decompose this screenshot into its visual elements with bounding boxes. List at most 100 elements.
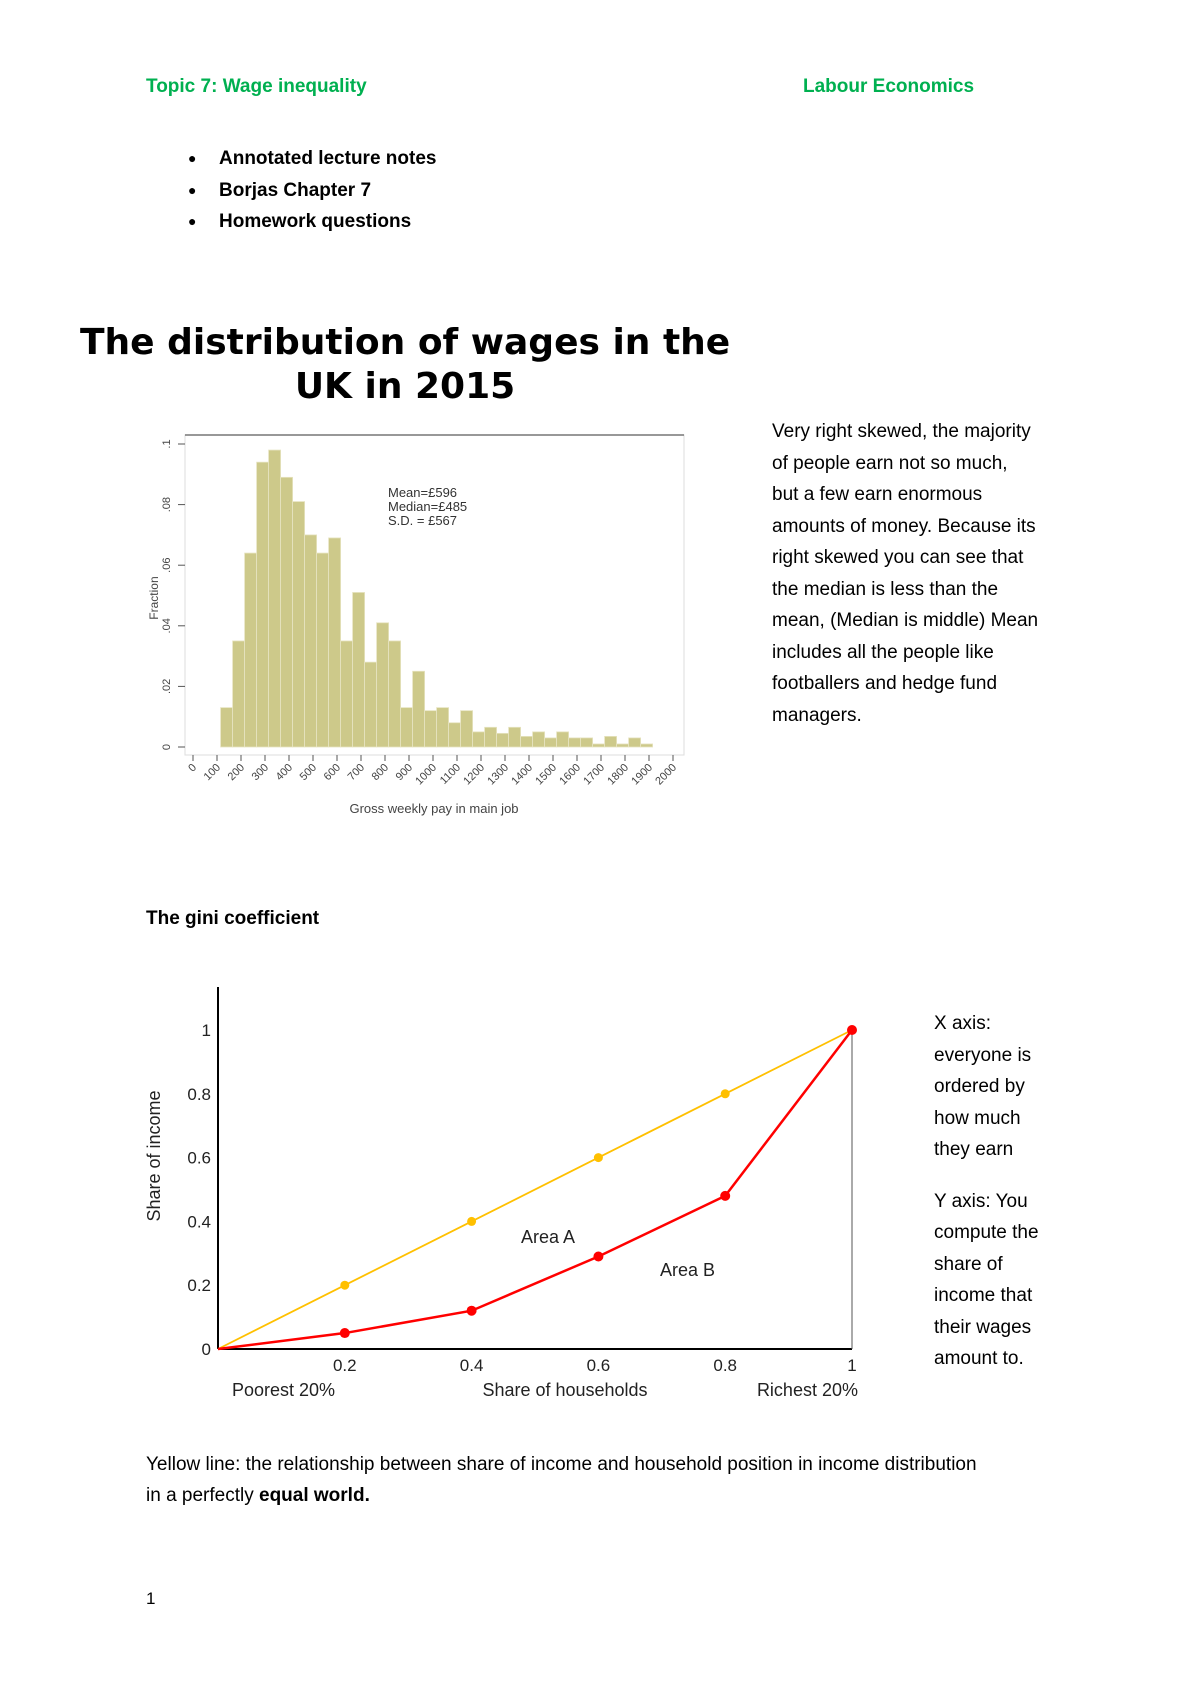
note-line: Very right skewed, the majority — [772, 421, 1031, 442]
histogram-bar — [256, 461, 270, 748]
x-axis-title: Share of households — [482, 1380, 647, 1400]
x-tick-label: 0.8 — [713, 1356, 737, 1375]
histogram-bar — [232, 640, 246, 748]
x-tick-label: 1800 — [605, 762, 631, 788]
x-axis-title: Gross weekly pay in main job — [349, 801, 518, 816]
paragraph-bold: equal world. — [259, 1485, 370, 1506]
note-line: mean, (Median is middle) Mean — [772, 610, 1039, 631]
y-tick-label: 0.2 — [187, 1276, 211, 1295]
stats-annotation: Median=£485 — [388, 499, 467, 514]
histogram-bar — [556, 731, 569, 748]
note-line: includes all the people like — [772, 641, 994, 663]
histogram-bar — [604, 735, 617, 748]
histogram-bar — [616, 743, 629, 748]
y-tick-label: .06 — [161, 558, 173, 573]
y-axis-note-line: amount to. — [934, 1348, 1024, 1369]
lorenz-curve-line — [217, 1029, 853, 1351]
x-tick-label: 700 — [346, 762, 367, 783]
wage-histogram: 0.02.04.06.08.10 100 200 300 400 500 600 700 800… — [147, 434, 685, 816]
histogram-bar — [592, 743, 605, 748]
histogram-bar — [304, 534, 318, 748]
x-tick-label: 1700 — [581, 762, 607, 788]
y-axis-note-line: compute the — [934, 1222, 1039, 1243]
histogram-bar — [532, 731, 545, 748]
y-axis-note-line: their wages — [934, 1316, 1032, 1338]
section-title: The distribution of wages in the UK in 2… — [80, 321, 730, 409]
equality-point — [593, 1153, 603, 1163]
paragraph-text: in a perfectly — [146, 1485, 259, 1506]
x-axis-note-line: X axis: — [934, 1013, 992, 1034]
lorenz-point — [720, 1190, 731, 1201]
y-axis-note-line: income that — [934, 1285, 1033, 1306]
lorenz-chart: 0 0.2 0.4 0.6 0.8 1 0.2 0.4 0.6 0.8 1 Poorest 20% Sh… — [144, 987, 858, 1400]
x-tick-label: 1400 — [509, 762, 535, 788]
lorenz-point — [466, 1305, 477, 1316]
paragraph-line: in a perfectly equal world. — [146, 1480, 977, 1511]
histogram-bar — [412, 670, 426, 748]
gini-heading: The gini coefficient — [146, 908, 320, 929]
histogram-bar — [388, 640, 402, 748]
x-tick-label: 0.2 — [333, 1356, 357, 1375]
header-course: Labour Economics — [803, 76, 975, 97]
page-number: 1 — [146, 1589, 156, 1608]
x-tick-label: 1900 — [629, 762, 655, 788]
bullet-icon: ● — [188, 182, 197, 198]
histogram-bar — [544, 737, 557, 748]
x-tick-label: 0 — [186, 762, 199, 775]
stats-annotation: Mean=£596 — [388, 485, 457, 500]
histogram-bar — [400, 707, 414, 748]
x-tick-label: 1 — [847, 1356, 856, 1375]
x-tick-label: 1200 — [461, 762, 487, 788]
histogram-bar — [496, 732, 510, 748]
lorenz-point — [847, 1025, 857, 1035]
note-line: of people earn not so much, — [772, 452, 1008, 474]
y-tick-label: .1 — [161, 439, 173, 448]
x-tick-label: 900 — [394, 762, 415, 783]
histogram-bar — [460, 710, 474, 748]
equality-line — [217, 1029, 853, 1350]
histogram-bar — [328, 537, 342, 748]
note-line: managers. — [772, 704, 862, 726]
x-tick-label: 100 — [202, 762, 223, 783]
histogram-bar — [220, 707, 234, 748]
y-tick-label: .04 — [161, 618, 173, 633]
x-tick-label: 0.6 — [587, 1356, 611, 1375]
stats-annotation: S.D. = £567 — [388, 513, 457, 528]
x-tick-label: 200 — [226, 762, 247, 783]
bullet-item: Annotated lecture notes — [219, 148, 437, 169]
area-b-label: Area B — [660, 1260, 715, 1280]
x-tick-label: 1500 — [533, 762, 559, 788]
histogram-bar — [340, 640, 354, 748]
y-tick-label: 0.6 — [187, 1149, 211, 1168]
x-tick-label: 600 — [322, 762, 343, 783]
y-tick-label: 0.4 — [187, 1212, 211, 1231]
y-tick-label: 0 — [202, 1340, 211, 1359]
equality-point — [467, 1216, 477, 1226]
bullet-item: Borjas Chapter 7 — [219, 180, 372, 201]
x-axis-note-line: everyone is — [934, 1044, 1032, 1066]
x-label-richest: Richest 20% — [757, 1380, 858, 1400]
y-tick-label: 0 — [161, 744, 173, 750]
y-tick-label: 1 — [202, 1021, 211, 1040]
histogram-bar — [580, 737, 593, 748]
area-a-label: Area A — [521, 1227, 575, 1247]
note-line: footballers and hedge fund — [772, 673, 998, 694]
gini-note: X axis: everyone is ordered by how much they… — [934, 1008, 1039, 1375]
x-tick-label: 1000 — [413, 762, 439, 788]
equality-point — [340, 1280, 350, 1290]
histogram-bar — [280, 476, 294, 748]
histogram-bar — [568, 737, 581, 748]
x-tick-label: 2000 — [653, 762, 679, 788]
x-tick-label: 500 — [298, 762, 319, 783]
histogram-note: Very right skewed, the majority of people… — [772, 416, 1038, 731]
histogram-bar — [640, 743, 653, 748]
x-axis-note-line: they earn — [934, 1139, 1014, 1160]
y-axis-title: Fraction — [147, 576, 161, 619]
histogram-bar — [292, 501, 306, 748]
y-tick-label: .02 — [161, 679, 173, 694]
paragraph-line: Yellow line: the relationship between sh… — [146, 1454, 977, 1475]
y-tick-label: 0.8 — [187, 1085, 211, 1104]
histogram-bar — [244, 552, 258, 748]
x-tick-label: 1300 — [485, 762, 511, 788]
